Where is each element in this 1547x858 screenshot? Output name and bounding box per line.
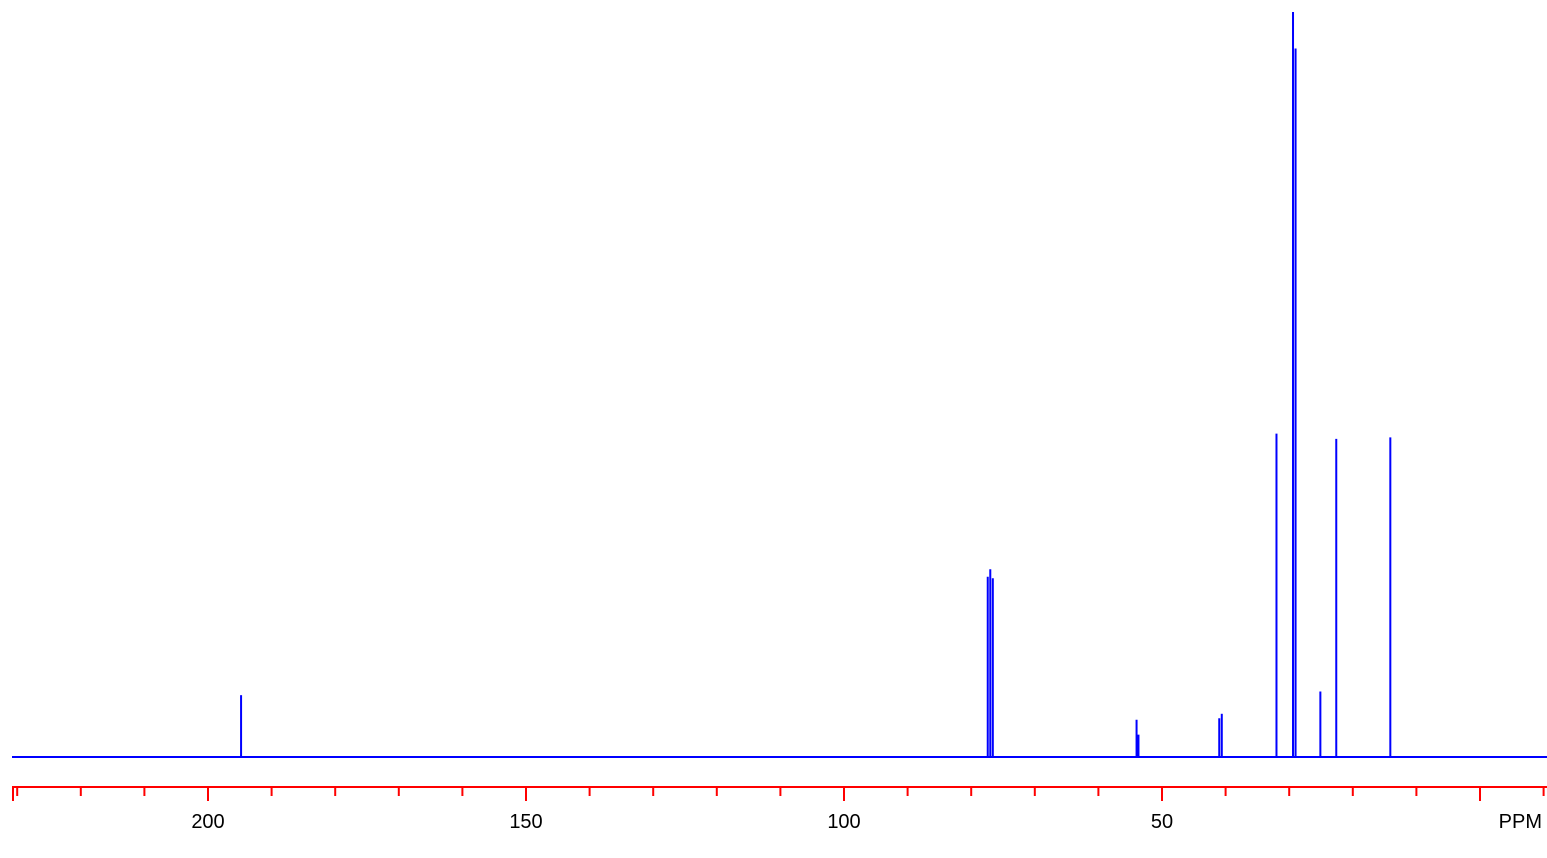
x-axis-tick-label: 150 [509,811,542,833]
spectrum-peaks [240,12,1392,757]
x-axis-tick-label: 100 [827,811,860,833]
x-axis-ticks [12,787,1545,801]
x-axis-label: PPM [1499,811,1542,833]
x-axis-tick-label: 50 [1151,811,1173,833]
x-axis-tick-labels: 200 150 100 50 [191,811,1173,833]
x-axis-tick-label: 200 [191,811,224,833]
